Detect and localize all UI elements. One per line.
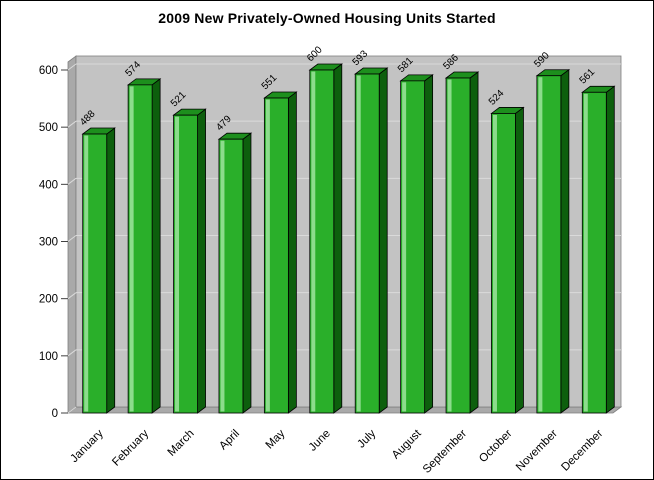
bar-february [126, 78, 162, 414]
y-tick-label: 0 [52, 408, 58, 420]
gridline-connector [67, 349, 77, 357]
gridline-connector [67, 292, 77, 300]
chart-title: 2009 New Privately-Owned Housing Units S… [158, 10, 496, 26]
bar-highlight [265, 99, 270, 412]
x-axis-label-december: December [559, 428, 605, 474]
y-tick-label: 500 [39, 122, 58, 134]
bar-november [535, 68, 571, 414]
bar-july [354, 67, 389, 414]
gridline-connector [67, 406, 77, 414]
x-axis-label-july: July [355, 427, 378, 450]
bar-august [399, 74, 434, 414]
x-axis-label-march: March [166, 428, 197, 459]
bar-highlight [538, 77, 543, 412]
bar-highlight [356, 75, 361, 412]
x-axis-label-april: April [217, 428, 242, 453]
bar-highlight [175, 116, 180, 412]
bar-april [217, 132, 253, 414]
bar-december [581, 85, 616, 414]
bar-highlight [129, 86, 134, 412]
bar-may [263, 91, 298, 414]
y-tick-label: 600 [39, 65, 58, 77]
x-axis-label-november: November [514, 428, 560, 474]
left-wall [67, 55, 77, 414]
gridline-connector [67, 177, 77, 185]
x-axis-label-october: October [477, 428, 515, 466]
bar-highlight [402, 82, 407, 412]
bar-october [490, 106, 525, 414]
bar-june [308, 63, 343, 414]
x-axis-label-january: January [68, 427, 106, 465]
bar-highlight [583, 93, 588, 412]
y-tick-label: 300 [39, 237, 58, 249]
x-axis-label-september: September [421, 428, 469, 476]
gridline-connector [67, 120, 77, 128]
x-axis-label-august: August [390, 427, 424, 461]
bar-january [81, 127, 116, 414]
y-tick-label: 200 [39, 294, 58, 306]
bar-highlight [220, 140, 225, 412]
bar-highlight [84, 135, 89, 412]
back-wall [75, 55, 622, 408]
x-axis-label-february: February [110, 427, 151, 468]
x-axis-label-june: June [307, 428, 333, 454]
gridline-connector [67, 235, 77, 242]
bar-highlight [492, 114, 497, 412]
bar-march [172, 108, 207, 414]
gridline-connector [67, 63, 77, 71]
y-tick-label: 100 [39, 351, 58, 363]
bar-september [444, 71, 480, 414]
bar-highlight [447, 79, 452, 412]
bar-highlight [311, 71, 316, 412]
x-axis-label-may: May [264, 427, 288, 451]
y-tick-label: 400 [39, 179, 58, 191]
